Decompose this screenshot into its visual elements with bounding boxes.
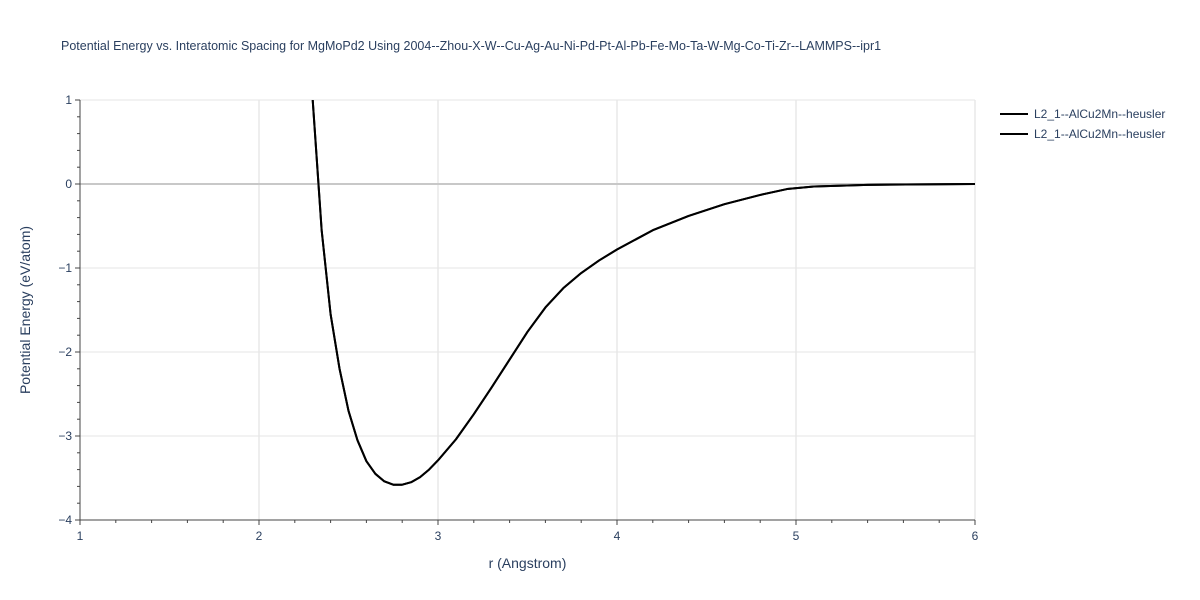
legend-label: L2_1--AlCu2Mn--heusler xyxy=(1034,127,1165,141)
legend[interactable]: L2_1--AlCu2Mn--heusler L2_1--AlCu2Mn--heu… xyxy=(1000,107,1165,141)
y-tick-label: −4 xyxy=(58,513,72,527)
chart-title: Potential Energy vs. Interatomic Spacing… xyxy=(61,39,881,53)
series-layer xyxy=(311,100,975,486)
legend-item[interactable]: L2_1--AlCu2Mn--heusler xyxy=(1000,107,1165,121)
x-tick-label: 2 xyxy=(256,529,263,543)
x-axis-label: r (Angstrom) xyxy=(489,555,567,571)
y-tick-label: −1 xyxy=(58,261,72,275)
y-tick-label: −3 xyxy=(58,429,72,443)
legend-item[interactable]: L2_1--AlCu2Mn--heusler xyxy=(1000,127,1165,141)
x-tick-label: 4 xyxy=(614,529,621,543)
y-axis-label: Potential Energy (eV/atom) xyxy=(17,226,33,394)
axes xyxy=(75,99,976,525)
x-tick-label: 5 xyxy=(793,529,800,543)
y-tick-label: 0 xyxy=(65,177,72,191)
x-tick-label: 6 xyxy=(972,529,979,543)
x-tick-label: 1 xyxy=(77,529,84,543)
tick-labels: 1 2 3 4 5 6 −4 −3 −2 −1 0 1 xyxy=(58,93,978,543)
y-tick-label: 1 xyxy=(65,93,72,107)
legend-label: L2_1--AlCu2Mn--heusler xyxy=(1034,107,1165,121)
x-tick-label: 3 xyxy=(435,529,442,543)
y-tick-label: −2 xyxy=(58,345,72,359)
series-line xyxy=(311,100,975,486)
gridlines xyxy=(80,99,976,520)
series-line xyxy=(311,100,975,486)
